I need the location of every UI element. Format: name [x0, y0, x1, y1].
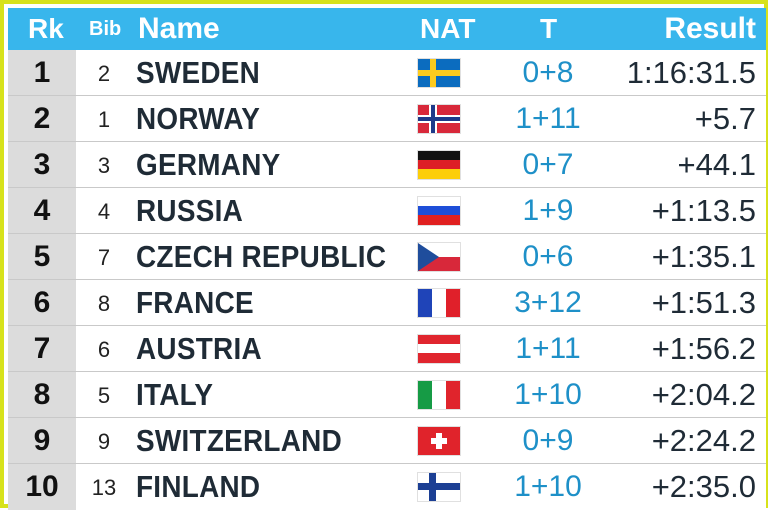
table-row: 1 2 SWEDEN 0+8 1:16:31.5 [8, 50, 766, 96]
penalty-cell: 1+11 [515, 332, 581, 365]
header-rank: Rk [28, 13, 64, 44]
rank-cell: 9 [8, 418, 76, 463]
table-row: 9 9 SWITZERLAND 0+9 +2:24.2 [8, 418, 766, 464]
rank-cell: 3 [8, 142, 76, 187]
fin-flag-icon [418, 473, 460, 501]
bib-cell: 2 [97, 61, 111, 86]
penalty-cell: 3+12 [514, 286, 582, 319]
penalty-cell: 1+11 [515, 102, 581, 135]
penalty-cell: 1+10 [514, 378, 582, 411]
nor-flag-icon [418, 105, 460, 133]
result-cell: +2:24.2 [651, 423, 756, 458]
penalty-cell: 0+8 [522, 56, 574, 89]
header-t: T [540, 13, 558, 44]
rank-cell: 2 [8, 96, 76, 141]
result-cell: +1:35.1 [651, 239, 756, 274]
table-row: 8 5 ITALY 1+10 +2:04.2 [8, 372, 766, 418]
bib-cell: 9 [97, 429, 111, 454]
penalty-cell: 1+10 [514, 470, 582, 503]
table-row: 3 3 GERMANY 0+7 +44.1 [8, 142, 766, 188]
table-row: 10 13 FINLAND 1+10 +2:35.0 [8, 464, 766, 510]
rank-cell: 7 [8, 326, 76, 371]
result-cell: 1:16:31.5 [626, 55, 756, 90]
result-cell: +1:56.2 [651, 331, 756, 366]
table-row: 4 4 RUSSIA 1+9 +1:13.5 [8, 188, 766, 234]
bib-cell: 3 [97, 153, 111, 178]
table-header: Rk Bib Name NAT T Result [8, 8, 766, 50]
bib-cell: 1 [97, 107, 111, 132]
result-cell: +2:04.2 [651, 377, 756, 412]
table-row: 7 6 AUSTRIA 1+11 +1:56.2 [8, 326, 766, 372]
header-bib: Bib [89, 18, 122, 40]
rank-cell: 8 [8, 372, 76, 417]
team-name: FRANCE [136, 285, 254, 320]
bib-cell: 5 [97, 383, 111, 408]
rank-cell: 4 [8, 188, 76, 233]
penalty-cell: 1+9 [522, 194, 574, 227]
rus-flag-icon [418, 197, 460, 225]
rank-cell: 1 [8, 50, 76, 95]
bib-cell: 7 [97, 245, 111, 270]
rank-cell: 5 [8, 234, 76, 279]
rank-cell: 6 [8, 280, 76, 325]
penalty-cell: 0+6 [522, 240, 574, 273]
penalty-cell: 0+7 [522, 148, 574, 181]
sui-flag-icon [418, 427, 460, 455]
rank-cell: 10 [8, 464, 76, 510]
team-name: ITALY [136, 377, 214, 412]
bib-cell: 13 [91, 475, 117, 500]
result-cell: +44.1 [677, 147, 756, 182]
table-row: 2 1 NORWAY 1+11 +5.7 [8, 96, 766, 142]
team-name: SWITZERLAND [136, 423, 343, 458]
header-result: Result [664, 12, 756, 45]
result-cell: +2:35.0 [651, 469, 756, 504]
team-name: FINLAND [136, 469, 261, 504]
team-name: CZECH REPUBLIC [136, 239, 387, 274]
cze-flag-icon [418, 243, 460, 271]
aut-flag-icon [418, 335, 460, 363]
ger-flag-icon [418, 151, 460, 179]
results-table-body: 1 2 SWEDEN 0+8 1:16:31.5 2 1 NORWAY 1+11… [8, 50, 766, 510]
result-cell: +1:51.3 [651, 285, 756, 320]
ita-flag-icon [418, 381, 460, 409]
bib-cell: 4 [97, 199, 111, 224]
bib-cell: 6 [97, 337, 111, 362]
team-name: SWEDEN [136, 55, 261, 90]
team-name: NORWAY [136, 101, 261, 136]
team-name: RUSSIA [136, 193, 244, 228]
header-nat: NAT [420, 13, 476, 44]
team-name: AUSTRIA [136, 331, 262, 366]
team-name: GERMANY [136, 147, 281, 182]
result-cell: +1:13.5 [651, 193, 756, 228]
swe-flag-icon [418, 59, 460, 87]
bib-cell: 8 [97, 291, 111, 316]
header-name: Name [138, 12, 220, 45]
table-row: 5 7 CZECH REPUBLIC 0+6 +1:35.1 [8, 234, 766, 280]
penalty-cell: 0+9 [522, 424, 574, 457]
result-cell: +5.7 [694, 101, 756, 136]
fra-flag-icon [418, 289, 460, 317]
table-row: 6 8 FRANCE 3+12 +1:51.3 [8, 280, 766, 326]
